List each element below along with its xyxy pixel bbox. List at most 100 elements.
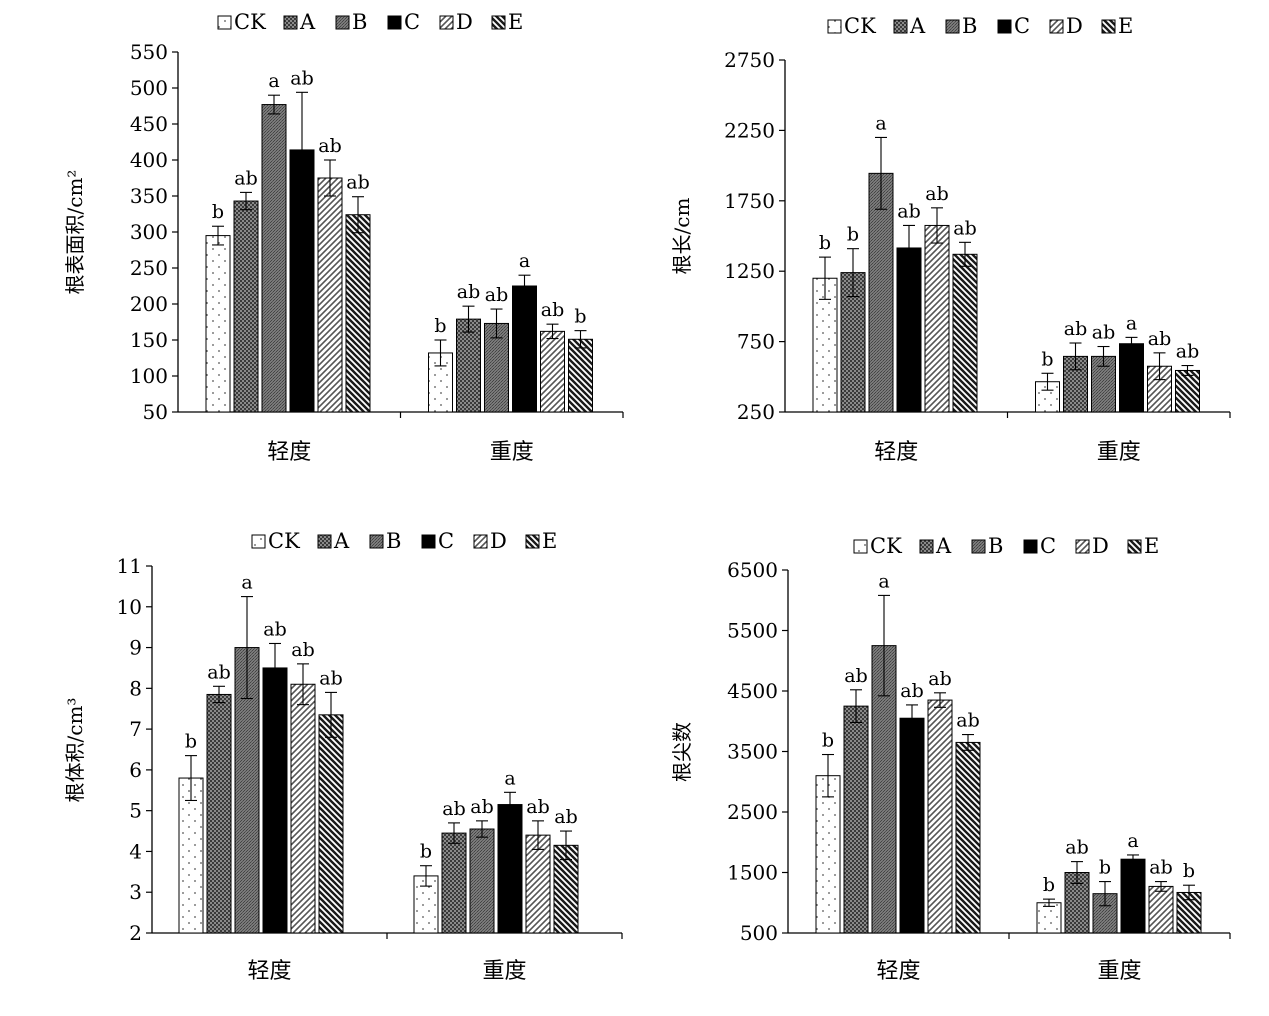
legend-swatch-a xyxy=(317,534,332,549)
legend-label-a: A xyxy=(299,10,316,34)
y-tick-label: 450 xyxy=(130,112,168,136)
legend-label-d: D xyxy=(456,10,473,34)
significance-label: b xyxy=(1183,860,1195,882)
legend-swatch-d xyxy=(1049,19,1064,34)
significance-label: ab xyxy=(346,172,370,194)
significance-label: a xyxy=(504,767,515,789)
legend-label-e: E xyxy=(1144,534,1159,558)
significance-label: ab xyxy=(1065,837,1089,859)
significance-label: b xyxy=(819,232,831,254)
legend-label-e: E xyxy=(1118,14,1133,38)
legend-label-a: A xyxy=(935,534,952,558)
legend-item-d: D xyxy=(1049,14,1083,38)
chart-root-tips: CK A B C D E 500 1500 2500 3500 4500 5500 6500 根尖数 轻度 b… xyxy=(634,506,1269,1012)
legend-label-c: C xyxy=(404,10,420,34)
legend-item-d: D xyxy=(1075,534,1109,558)
legend-swatch-ck xyxy=(217,15,232,30)
legend-swatch-c xyxy=(387,15,402,30)
legend-label-ck: CK xyxy=(870,534,902,558)
category-label: 轻度 xyxy=(267,440,311,465)
significance-label: b xyxy=(434,315,446,337)
significance-label: ab xyxy=(554,806,578,828)
bar-ck xyxy=(815,775,841,934)
significance-label: b xyxy=(822,730,834,752)
legend-item-a: A xyxy=(919,534,952,558)
y-tick-label: 100 xyxy=(130,364,168,388)
significance-label: ab xyxy=(900,680,924,702)
significance-label: ab xyxy=(1092,322,1116,344)
bar-a xyxy=(233,200,259,413)
category-label: 重度 xyxy=(1097,959,1141,984)
significance-label: ab xyxy=(928,668,952,690)
legend: CK A B C D E xyxy=(827,14,1133,38)
y-tick-label: 150 xyxy=(130,328,168,352)
legend-swatch-ck xyxy=(853,539,868,554)
y-tick-label: 1750 xyxy=(724,189,775,213)
significance-label: b xyxy=(1043,874,1055,896)
legend-item-e: E xyxy=(525,529,557,553)
y-tick-label: 2 xyxy=(129,921,142,945)
legend-label-b: B xyxy=(988,534,1003,558)
legend-swatch-d xyxy=(439,15,454,30)
significance-label: ab xyxy=(1176,341,1200,363)
y-tick-label: 250 xyxy=(130,256,168,280)
legend-label-b: B xyxy=(352,10,367,34)
y-tick-label: 5500 xyxy=(727,619,778,643)
bar-a xyxy=(441,832,467,934)
bar-e xyxy=(568,338,593,413)
significance-label: a xyxy=(241,572,252,594)
y-tick-label: 750 xyxy=(737,330,775,354)
significance-label: ab xyxy=(953,217,977,239)
legend-label-a: A xyxy=(909,14,926,38)
significance-label: ab xyxy=(470,796,494,818)
y-tick-label: 50 xyxy=(143,400,168,424)
chart-root-surface-area-svg: CK A B C D E 50 100 150 200 250 300 350 400 450 500 550 根… xyxy=(63,10,624,465)
significance-label: b xyxy=(420,841,432,863)
significance-label: ab xyxy=(457,281,481,303)
bar-e xyxy=(1175,369,1200,413)
significance-label: ab xyxy=(290,67,314,89)
y-axis-label: 根表面积/cm² xyxy=(63,170,87,295)
bar-c xyxy=(512,285,537,413)
y-tick-label: 1500 xyxy=(727,861,778,885)
significance-label: ab xyxy=(1149,857,1173,879)
legend-item-ck: CK xyxy=(251,529,300,553)
legend-swatch-e xyxy=(525,534,540,549)
y-tick-label: 200 xyxy=(130,292,168,316)
bar-d xyxy=(317,177,343,413)
significance-label: b xyxy=(847,224,859,246)
y-tick-label: 8 xyxy=(129,676,142,700)
legend-item-c: C xyxy=(421,529,454,553)
legend-item-d: D xyxy=(473,529,507,553)
bar-b xyxy=(261,104,287,413)
legend-swatch-b xyxy=(945,19,960,34)
significance-label: a xyxy=(878,570,889,592)
bar-ck xyxy=(1036,902,1062,934)
bar-e xyxy=(952,253,978,413)
legend-swatch-a xyxy=(893,19,908,34)
legend-item-e: E xyxy=(1127,534,1159,558)
legend: CK A B C D E xyxy=(217,10,523,34)
category-label: 轻度 xyxy=(874,440,918,465)
legend-label-c: C xyxy=(1014,14,1030,38)
significance-label: ab xyxy=(844,665,868,687)
category-label: 重度 xyxy=(1097,440,1141,465)
y-tick-label: 4 xyxy=(129,839,142,863)
y-tick-label: 2750 xyxy=(724,48,775,72)
legend-label-ck: CK xyxy=(234,10,266,34)
legend-item-ck: CK xyxy=(217,10,266,34)
y-tick-label: 4500 xyxy=(727,679,778,703)
bar-a xyxy=(843,705,869,934)
legend-swatch-a xyxy=(919,539,934,554)
legend-label-d: D xyxy=(1092,534,1109,558)
legend-item-e: E xyxy=(1101,14,1133,38)
bar-c xyxy=(1119,343,1144,413)
legend-label-c: C xyxy=(1040,534,1056,558)
y-tick-label: 6 xyxy=(129,758,142,782)
legend-swatch-c xyxy=(1023,539,1038,554)
bar-e xyxy=(345,214,371,413)
bar-e xyxy=(955,741,981,934)
legend-swatch-b xyxy=(971,539,986,554)
legend-swatch-e xyxy=(1127,539,1142,554)
